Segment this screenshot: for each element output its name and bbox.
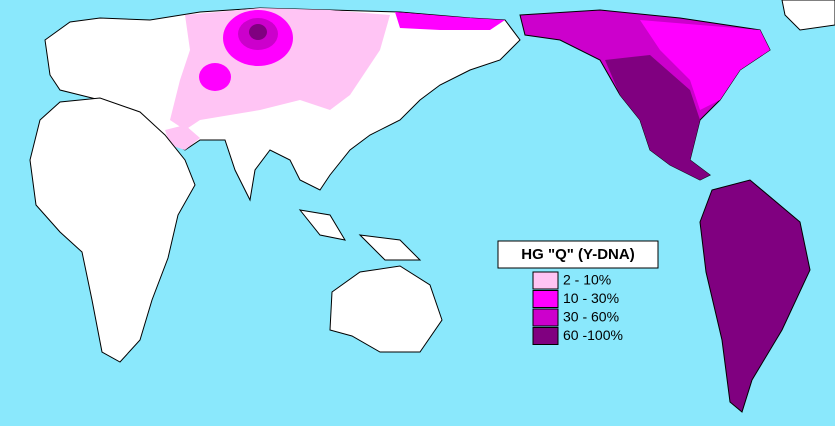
legend-label: 60 -100% (563, 327, 623, 343)
legend-label: 30 - 60% (563, 309, 619, 325)
legend-swatch (532, 271, 559, 290)
legend-swatch (532, 327, 559, 345)
legend-label: 10 - 30% (563, 290, 619, 306)
region-mid (199, 63, 231, 91)
legend-swatch (532, 308, 559, 327)
region-low (165, 125, 200, 150)
australia (329, 265, 443, 353)
africa (29, 97, 196, 363)
island (358, 234, 422, 261)
legend: HG "Q" (Y-DNA) 2 - 10% 10 - 30% 30 - 60% 60… (497, 240, 659, 345)
legend-title-box (497, 240, 659, 269)
region-mid (640, 20, 770, 110)
region-top (605, 55, 710, 180)
region-mid (395, 12, 505, 30)
south-america (699, 179, 811, 413)
legend-label: 2 - 10% (563, 272, 611, 288)
region-top (249, 24, 267, 40)
legend-title: HG "Q" (Y-DNA) (521, 246, 634, 263)
island (298, 209, 347, 241)
legend-swatch (532, 290, 559, 308)
greenland (781, 0, 835, 31)
